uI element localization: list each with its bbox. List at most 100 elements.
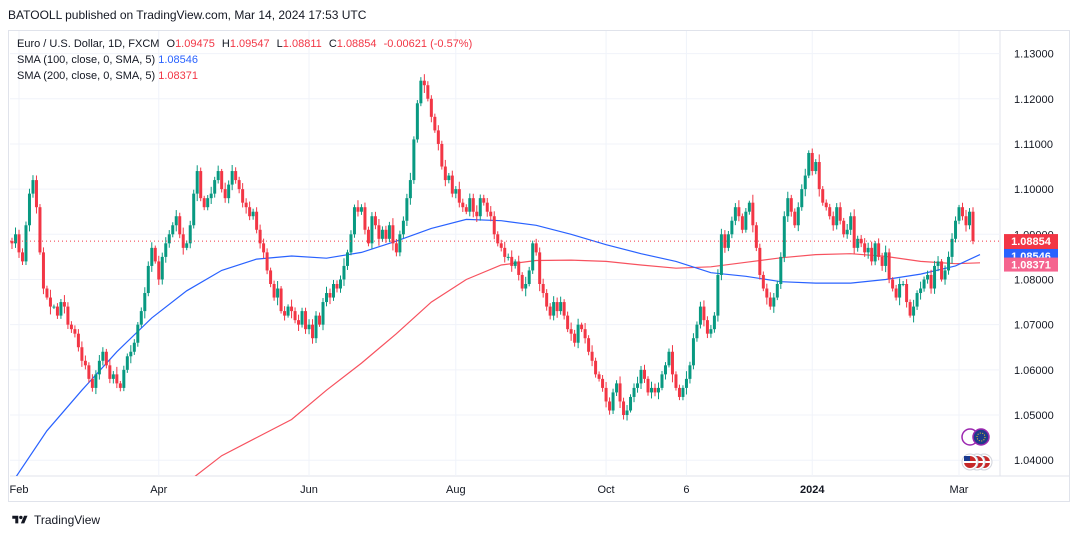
candle-body [304,311,308,330]
candle-body [62,302,66,307]
candle-body [265,252,269,271]
candle-body [492,216,496,235]
candle-body [740,216,744,230]
candle-body [527,270,531,284]
us-flag-icon-1[interactable] [961,453,979,471]
legend-symbol[interactable]: Euro / U.S. Dollar, 1D, FXCM [17,38,160,50]
candle-body [852,216,856,248]
candle-body [290,306,294,312]
candle-body [768,297,772,307]
candle-body [866,247,870,253]
candle-body [919,288,923,294]
candle-body [856,238,860,248]
candle-body [824,202,828,208]
candle-body [789,198,793,212]
sma200-price-label: 1.08371 [1004,257,1058,272]
candle-body [489,211,493,217]
eu-event-icon[interactable] [961,428,990,446]
us-flag-icon-1-canton [964,456,970,461]
candle-body [947,256,951,271]
legend-sma100-label: SMA (100, close, 0, SMA, 5) [17,54,156,66]
candle-body [552,302,556,316]
legend-h-value: 1.09547 [229,38,270,50]
candle-body [167,234,171,244]
candle-body [300,311,304,325]
candle-body [880,256,884,266]
legend-sma100-row[interactable]: SMA (100, close, 0, SMA, 5) 1.08546 [17,52,472,68]
candle-body [754,225,758,248]
candle-body [656,387,660,393]
candle-body [269,270,273,284]
candle-body [422,80,426,86]
candles [10,74,975,421]
candle-body [433,116,437,131]
candle-body [384,229,388,239]
candle-body [318,315,322,325]
x-tick-label: Feb [10,484,29,496]
candle-body [712,315,716,330]
candle-body [643,369,647,379]
candle-body [747,202,751,212]
candle-body [587,338,591,352]
legend-c-value: 1.08854 [336,38,377,50]
candle-body [335,283,339,289]
candle-body [684,378,688,388]
x-tick-label: Oct [598,484,615,496]
candle-body [447,175,451,181]
candle-body [646,378,650,393]
candle-body [475,211,479,217]
candle-body [842,220,846,235]
candle-body [894,288,898,298]
candle-body [891,279,895,289]
candle-body [751,202,755,226]
legend-sma200-row[interactable]: SMA (200, close, 0, SMA, 5) 1.08371 [17,68,472,84]
candle-body [202,198,206,208]
candle-body [262,243,266,253]
candle-body [398,234,402,253]
candle-body [793,211,797,226]
candle-body [17,234,21,253]
candle-body [283,311,287,316]
candle-body [901,283,905,285]
legend-sma100-value: 1.08546 [158,54,198,66]
candle-body [905,283,909,303]
candle-body [688,365,692,379]
candle-body [13,234,17,244]
candle-body [377,225,381,239]
candle-body [730,220,734,235]
candle-body [216,171,220,181]
candle-body [192,193,196,226]
candle-body [248,207,252,217]
candle-body [356,207,360,212]
candle-body [104,351,108,366]
candle-body [726,234,730,248]
candle-body [517,261,521,275]
candle-body [401,220,405,235]
candle-body [807,152,811,176]
candle-body [443,166,447,181]
candle-body [136,324,140,343]
candle-body [297,320,301,325]
event-icons[interactable] [961,428,993,471]
candle-body [94,374,98,388]
candle-body [83,360,87,366]
candle-body [387,225,391,239]
candle-body [702,306,706,321]
candle-body [695,324,699,339]
candle-body [590,351,594,361]
candle-body [52,306,56,308]
candle-body [276,288,280,298]
candle-body [485,202,489,212]
candle-body [286,306,290,316]
candle-body [241,189,245,203]
candle-body [328,293,332,298]
candle-body [653,387,657,393]
candle-body [831,216,835,226]
y-axis: 1.130001.120001.110001.100001.090001.080… [1014,49,1054,468]
candle-body [461,202,465,208]
candle-body [524,283,528,289]
candle-body [311,324,315,339]
candle-body [716,274,720,316]
